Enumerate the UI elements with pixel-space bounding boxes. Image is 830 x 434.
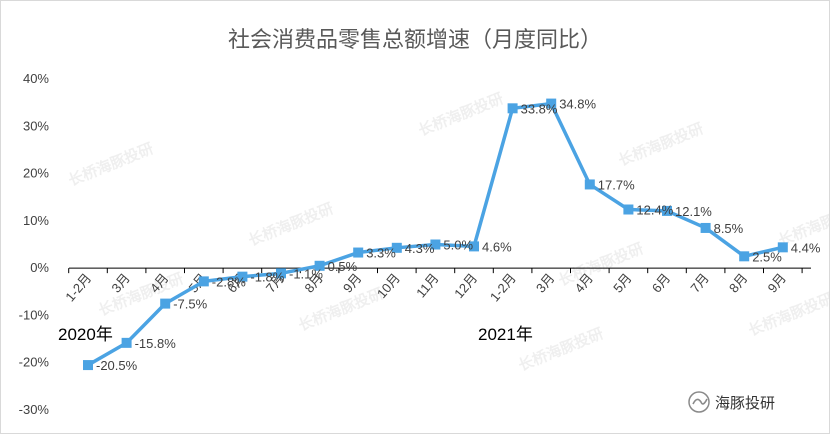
data-label: 34.8% [559, 97, 596, 112]
y-tick-label: 20% [23, 166, 49, 181]
data-label: 4.3% [405, 241, 435, 256]
watermark-text: 长桥海豚投研 [66, 139, 156, 189]
watermark-text: 长桥海豚投研 [96, 269, 186, 319]
data-label: 12.1% [675, 204, 712, 219]
x-tick-label: 1-2月 [487, 270, 519, 304]
x-tick-label: 9月 [765, 270, 789, 295]
data-point [160, 298, 171, 309]
y-tick-label: 30% [23, 118, 49, 133]
watermark-text: 长桥海豚投研 [416, 89, 506, 139]
chart-title: 社会消费品零售总额增速（月度同比） [228, 28, 602, 53]
data-point [276, 268, 286, 279]
x-tick-label: 6月 [649, 270, 673, 295]
y-tick-label: 40% [23, 71, 49, 86]
data-labels: -20.5% -15.8% -7.5% -2.8% -1.8% -1.1% 0.5% 3.3%… [96, 97, 821, 373]
data-point [469, 241, 479, 252]
data-label: 4.4% [791, 240, 821, 255]
x-tick-label: 12月 [451, 270, 480, 301]
data-label: -2.8% [212, 274, 246, 289]
data-point [623, 204, 634, 215]
watermark-text: 长桥海豚投研 [246, 199, 336, 249]
series-line [83, 98, 788, 371]
data-point [121, 337, 132, 348]
badge-text: 海豚投研 [715, 394, 775, 412]
x-tick-label: 3月 [533, 270, 557, 295]
data-point [198, 276, 209, 287]
data-point [237, 271, 248, 282]
y-tick-label: 10% [23, 213, 49, 228]
y-tick-label: -20% [19, 355, 50, 370]
data-point [430, 239, 441, 250]
y-axis-ticks: -30% -20% -10% 0% 10% 20% 30% 40% [19, 71, 50, 417]
year-label-2020: 2020年 [58, 325, 113, 344]
data-label: 4.6% [482, 239, 512, 254]
x-tick-label: 5月 [610, 270, 634, 295]
data-point [391, 242, 402, 253]
data-label: 3.3% [366, 246, 396, 261]
data-point [700, 222, 711, 233]
data-point [777, 242, 788, 253]
data-point [739, 251, 750, 262]
data-point [546, 98, 557, 109]
data-label: -1.8% [250, 270, 284, 285]
y-tick-label: -10% [19, 307, 50, 322]
data-label: -7.5% [173, 297, 207, 312]
data-point [83, 360, 93, 371]
year-label-2021: 2021年 [478, 325, 533, 344]
wechat-badge: 海豚投研 [688, 391, 775, 413]
data-label: 33.8% [521, 101, 558, 116]
data-label: 0.5% [328, 259, 358, 274]
data-point [353, 247, 364, 258]
x-tick-label: 8月 [726, 270, 750, 295]
data-point [662, 205, 672, 216]
data-label: 5.0% [443, 238, 473, 253]
watermark-text: 长桥海豚投研 [616, 119, 706, 169]
data-label: 17.7% [598, 177, 635, 192]
watermark-text: 长桥海豚投研 [746, 289, 829, 339]
data-label: 2.5% [752, 249, 782, 264]
data-label: -15.8% [135, 336, 177, 351]
y-tick-label: 0% [30, 260, 49, 275]
y-tick-label: -30% [19, 402, 50, 417]
data-point [507, 103, 518, 114]
data-label: 8.5% [714, 221, 744, 236]
x-tick-label: 1-2月 [62, 270, 94, 304]
data-label: -20.5% [96, 358, 138, 373]
wechat-icon [688, 391, 710, 413]
x-tick-label: 11月 [413, 270, 442, 300]
data-point [584, 179, 595, 190]
data-label: -1.1% [289, 266, 323, 281]
x-tick-label: 7月 [687, 270, 711, 295]
data-label: 12.4% [636, 203, 673, 218]
data-point [314, 260, 325, 271]
